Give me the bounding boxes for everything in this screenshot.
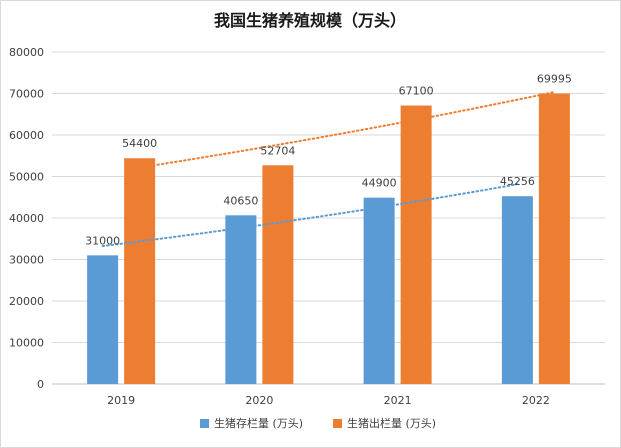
- y-tick-label: 70000: [9, 88, 44, 101]
- data-label: 45256: [500, 175, 535, 188]
- bar-inventory-2019: [87, 255, 119, 384]
- bars: [87, 93, 570, 384]
- bar-output-2021: [400, 105, 432, 384]
- bar-inventory-2022: [501, 196, 533, 384]
- y-tick-label: 50000: [9, 171, 44, 184]
- y-tick-label: 60000: [9, 129, 44, 142]
- data-label: 54400: [122, 137, 157, 150]
- legend-swatch-output: [333, 419, 342, 428]
- y-tick-label: 10000: [9, 337, 44, 350]
- x-tick-label: 2019: [107, 394, 135, 407]
- data-label: 40650: [223, 194, 258, 207]
- legend-swatch-inventory: [200, 419, 209, 428]
- x-tick-label: 2020: [245, 394, 273, 407]
- y-tick-label: 20000: [9, 295, 44, 308]
- x-tick-label: 2022: [522, 394, 550, 407]
- data-label: 69995: [537, 73, 572, 86]
- data-label: 67100: [399, 85, 434, 98]
- data-labels: 31000 54400 40650 52704 44900 67100 45256 69995: [85, 73, 572, 248]
- x-axis-ticks: 2019 2020 2021 2022: [107, 394, 550, 407]
- y-tick-label: 30000: [9, 254, 44, 267]
- chart-title: 我国生猪养殖规模（万头）: [214, 11, 406, 30]
- y-tick-label: 80000: [9, 46, 44, 59]
- bar-inventory-2020: [225, 215, 257, 384]
- data-label: 31000: [85, 234, 120, 247]
- y-tick-label: 0: [37, 378, 44, 391]
- bar-output-2019: [124, 158, 156, 384]
- bar-output-2020: [262, 165, 294, 384]
- data-label: 52704: [260, 144, 295, 157]
- trendlines: [101, 91, 556, 248]
- trendline-inventory: [101, 183, 519, 248]
- legend-label-output: 生猪出栏量 (万头): [347, 416, 436, 430]
- y-tick-label: 40000: [9, 212, 44, 225]
- data-label: 44900: [362, 177, 397, 190]
- x-tick-label: 2021: [384, 394, 412, 407]
- bar-output-2022: [538, 93, 570, 384]
- y-axis-ticks: 0 10000 20000 30000 40000 50000 60000 70000 8000…: [9, 46, 44, 391]
- legend-label-inventory: 生猪存栏量 (万头): [214, 416, 303, 430]
- trendline-output: [138, 91, 556, 169]
- legend: 生猪存栏量 (万头) 生猪出栏量 (万头): [200, 416, 436, 430]
- bar-inventory-2021: [363, 197, 395, 384]
